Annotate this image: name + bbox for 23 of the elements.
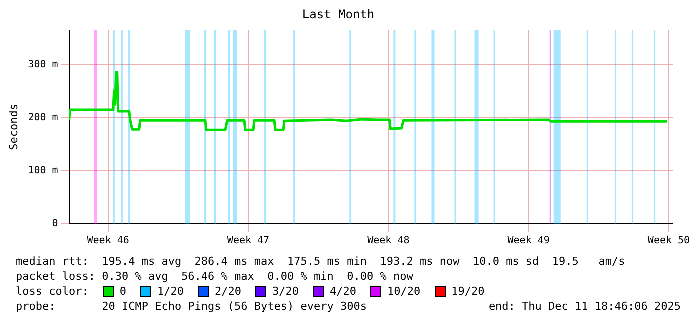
x-tick-label: Week 48: [368, 236, 410, 247]
x-tick-label: Week 47: [227, 236, 270, 247]
x-tick-label: Week 50: [648, 236, 690, 247]
text: loss color:: [16, 284, 89, 299]
text: packet loss: 0.30 % avg 56.46 % max 0.00 % min 0.00 % now: [16, 269, 414, 284]
x-tick-label: Week 49: [508, 236, 550, 247]
legend-label: 0: [120, 284, 126, 299]
text: 2/20: [214, 284, 242, 299]
text: 10/20: [387, 284, 421, 299]
y-tick-label: 100 m: [28, 166, 58, 177]
chart-title: Last Month: [302, 7, 375, 22]
text: end: Thu Dec 11 18:46:06 2025: [488, 299, 681, 314]
text: probe: 20 ICMP Echo Pings (56 Bytes) every 300s: [16, 299, 367, 314]
x-tick-label: Week 46: [87, 236, 130, 247]
text: 4/20: [330, 284, 356, 299]
text: median rtt: 195.4 ms avg 286.4 ms max 175.5 ms min 193.2 ms now 10.0 ms sd 19.5 am/s: [16, 254, 626, 269]
y-tick-label: 300 m: [28, 59, 58, 70]
text: 1/20: [157, 284, 184, 299]
text: 19/20: [452, 284, 485, 299]
y-tick-label: 200 m: [28, 112, 58, 124]
y-axis-title: Seconds: [7, 104, 20, 150]
text: 3/20: [272, 284, 299, 299]
y-tick-label: 0: [52, 218, 58, 230]
